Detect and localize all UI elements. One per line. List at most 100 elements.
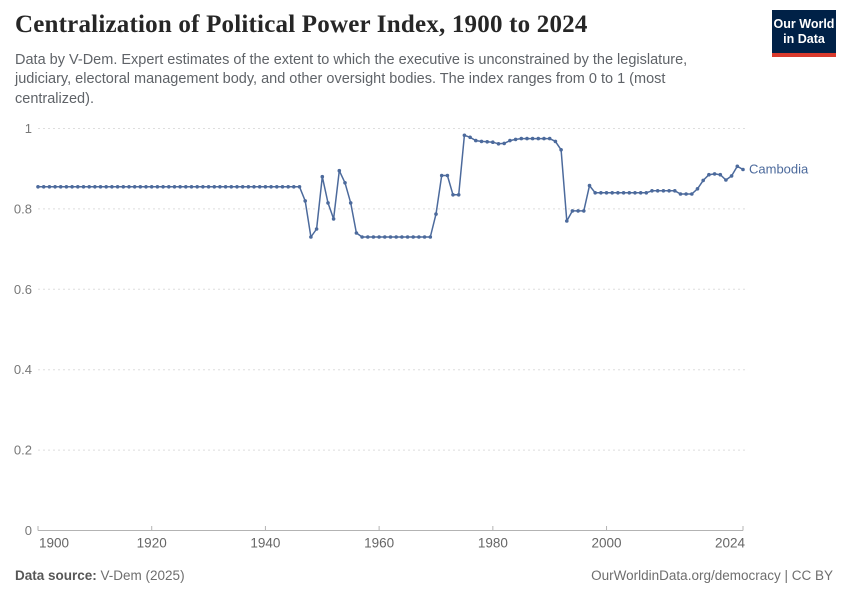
data-point[interactable] bbox=[439, 173, 444, 178]
data-point[interactable] bbox=[201, 185, 205, 189]
data-point[interactable] bbox=[127, 185, 131, 189]
data-point[interactable] bbox=[536, 136, 541, 141]
data-point[interactable] bbox=[553, 139, 558, 144]
data-point[interactable] bbox=[354, 231, 359, 235]
data-point[interactable] bbox=[565, 219, 569, 223]
series-line[interactable] bbox=[38, 134, 744, 238]
data-point[interactable] bbox=[383, 235, 387, 239]
data-point[interactable] bbox=[297, 185, 302, 189]
data-point[interactable] bbox=[343, 181, 347, 185]
data-point[interactable] bbox=[610, 191, 614, 195]
data-point[interactable] bbox=[542, 136, 546, 141]
data-point[interactable] bbox=[599, 191, 603, 195]
data-point[interactable] bbox=[434, 212, 438, 216]
data-point[interactable] bbox=[724, 178, 728, 182]
data-point[interactable] bbox=[47, 185, 52, 189]
data-point[interactable] bbox=[417, 235, 421, 239]
data-point[interactable] bbox=[462, 133, 467, 138]
data-point[interactable] bbox=[172, 185, 177, 189]
data-point[interactable] bbox=[570, 209, 575, 213]
data-point[interactable] bbox=[132, 185, 137, 189]
data-point[interactable] bbox=[252, 185, 256, 189]
data-point[interactable] bbox=[269, 185, 273, 189]
data-point[interactable] bbox=[371, 235, 376, 239]
data-point[interactable] bbox=[144, 185, 148, 189]
data-point[interactable] bbox=[314, 227, 319, 231]
data-point[interactable] bbox=[712, 172, 717, 176]
data-point[interactable] bbox=[502, 141, 507, 146]
data-point[interactable] bbox=[496, 142, 501, 146]
data-point[interactable] bbox=[161, 185, 165, 189]
data-point[interactable] bbox=[167, 185, 171, 189]
data-point[interactable] bbox=[695, 187, 700, 191]
data-point[interactable] bbox=[701, 178, 705, 183]
data-point[interactable] bbox=[246, 185, 251, 189]
data-point[interactable] bbox=[348, 201, 353, 205]
data-point[interactable] bbox=[644, 191, 649, 195]
data-point[interactable] bbox=[292, 185, 296, 189]
data-point[interactable] bbox=[547, 136, 552, 141]
data-point[interactable] bbox=[229, 185, 234, 189]
data-point[interactable] bbox=[286, 185, 291, 189]
data-point[interactable] bbox=[530, 136, 535, 141]
data-point[interactable] bbox=[189, 185, 194, 189]
data-point[interactable] bbox=[320, 174, 325, 179]
data-point[interactable] bbox=[678, 192, 683, 196]
data-point[interactable] bbox=[36, 185, 40, 189]
data-point[interactable] bbox=[485, 140, 490, 144]
data-point[interactable] bbox=[240, 185, 245, 189]
data-point[interactable] bbox=[525, 136, 529, 141]
data-point[interactable] bbox=[707, 172, 711, 177]
data-point[interactable] bbox=[650, 189, 654, 193]
data-point[interactable] bbox=[331, 217, 336, 221]
data-point[interactable] bbox=[303, 199, 308, 203]
data-point[interactable] bbox=[445, 173, 450, 178]
data-point[interactable] bbox=[366, 235, 370, 239]
data-point[interactable] bbox=[115, 185, 120, 189]
data-point[interactable] bbox=[64, 185, 69, 189]
data-point[interactable] bbox=[388, 235, 393, 239]
data-point[interactable] bbox=[58, 185, 63, 189]
data-point[interactable] bbox=[360, 235, 364, 239]
data-point[interactable] bbox=[729, 174, 734, 178]
entity-label[interactable]: Cambodia bbox=[749, 162, 809, 177]
data-point[interactable] bbox=[223, 185, 228, 189]
data-point[interactable] bbox=[718, 172, 723, 177]
data-point[interactable] bbox=[576, 209, 580, 213]
data-point[interactable] bbox=[70, 185, 74, 189]
data-point[interactable] bbox=[275, 185, 279, 189]
data-point[interactable] bbox=[377, 235, 381, 239]
data-point[interactable] bbox=[519, 136, 524, 141]
data-point[interactable] bbox=[394, 235, 399, 239]
data-point[interactable] bbox=[400, 235, 404, 239]
owid-logo[interactable]: Our World in Data bbox=[772, 10, 836, 57]
data-point[interactable] bbox=[474, 138, 478, 143]
data-point[interactable] bbox=[411, 235, 416, 239]
data-point[interactable] bbox=[218, 185, 222, 189]
data-point[interactable] bbox=[87, 185, 91, 189]
data-point[interactable] bbox=[468, 135, 472, 140]
data-point[interactable] bbox=[587, 183, 592, 188]
data-point[interactable] bbox=[451, 193, 455, 197]
data-point[interactable] bbox=[206, 185, 211, 189]
data-point[interactable] bbox=[616, 191, 620, 195]
data-point[interactable] bbox=[104, 185, 108, 189]
data-point[interactable] bbox=[76, 185, 80, 189]
data-point[interactable] bbox=[178, 185, 182, 189]
data-point[interactable] bbox=[633, 191, 637, 195]
data-point[interactable] bbox=[98, 185, 103, 189]
data-point[interactable] bbox=[235, 185, 239, 189]
data-point[interactable] bbox=[184, 185, 188, 189]
data-point[interactable] bbox=[690, 192, 694, 196]
data-point[interactable] bbox=[673, 189, 677, 193]
data-point[interactable] bbox=[138, 185, 143, 189]
data-point[interactable] bbox=[741, 167, 745, 172]
data-point[interactable] bbox=[627, 191, 632, 195]
data-point[interactable] bbox=[263, 185, 268, 189]
data-point[interactable] bbox=[582, 209, 586, 213]
data-point[interactable] bbox=[593, 191, 597, 195]
data-point[interactable] bbox=[559, 148, 563, 152]
data-point[interactable] bbox=[428, 235, 433, 239]
data-point[interactable] bbox=[212, 185, 217, 189]
